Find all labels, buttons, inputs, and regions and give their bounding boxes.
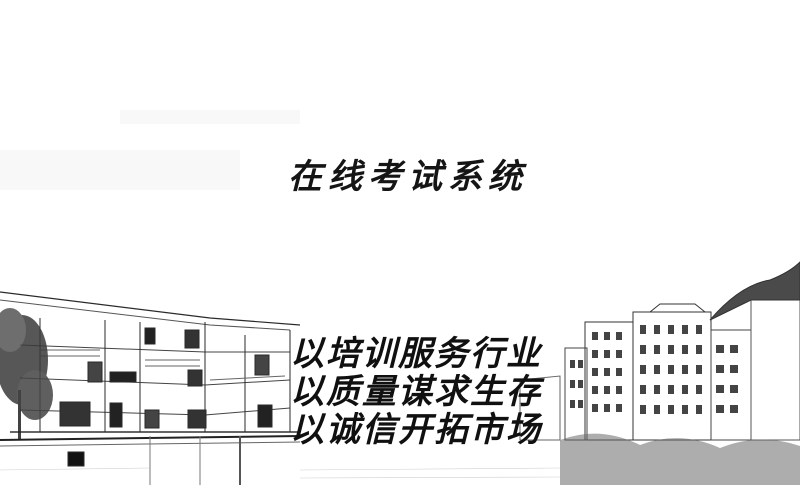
page-title: 在线考试系统: [288, 157, 528, 197]
motto-line: 以培训服务行业: [290, 334, 542, 374]
motto-line: 以质量谋求生存: [290, 372, 542, 412]
tree-sketch: [0, 308, 53, 440]
motto-line: 以诚信开拓市场: [290, 410, 542, 450]
motto-block: 以培训服务行业 以质量谋求生存 以诚信开拓市场: [290, 335, 560, 449]
right-buildings-sketch: [519, 261, 800, 485]
